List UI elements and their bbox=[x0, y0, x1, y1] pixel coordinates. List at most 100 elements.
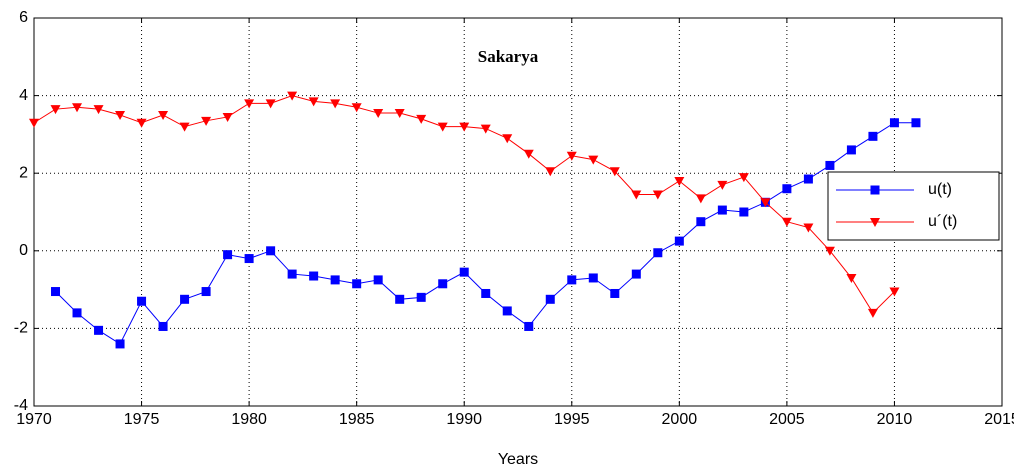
marker bbox=[696, 217, 706, 227]
marker bbox=[739, 207, 749, 217]
marker bbox=[695, 194, 706, 204]
marker bbox=[373, 275, 383, 285]
y-tick-label: -4 bbox=[14, 397, 28, 414]
marker bbox=[244, 254, 254, 264]
x-tick-label: 1990 bbox=[446, 411, 482, 428]
y-tick-label: -2 bbox=[14, 320, 28, 337]
marker bbox=[782, 184, 792, 194]
y-tick-label: 0 bbox=[19, 242, 28, 259]
marker bbox=[308, 97, 319, 107]
marker bbox=[653, 248, 663, 258]
y-tick-label: 4 bbox=[19, 87, 28, 104]
marker bbox=[760, 198, 771, 208]
marker bbox=[222, 112, 233, 122]
marker bbox=[609, 167, 620, 177]
marker bbox=[480, 124, 491, 134]
marker bbox=[93, 105, 104, 115]
marker bbox=[29, 118, 39, 128]
marker bbox=[567, 275, 577, 285]
marker bbox=[803, 174, 813, 184]
marker bbox=[738, 173, 749, 183]
marker bbox=[674, 236, 684, 246]
marker bbox=[867, 308, 878, 318]
marker bbox=[481, 288, 491, 298]
marker bbox=[136, 118, 147, 128]
marker bbox=[244, 99, 255, 109]
x-tick-label: 2005 bbox=[769, 411, 805, 428]
y-tick-label: 6 bbox=[19, 9, 28, 26]
marker bbox=[566, 151, 577, 161]
marker bbox=[179, 122, 190, 132]
marker bbox=[158, 321, 168, 331]
x-tick-label: 2015 bbox=[984, 411, 1014, 428]
chart-title: Sakarya bbox=[478, 47, 539, 66]
legend-box bbox=[827, 171, 1000, 241]
marker bbox=[803, 223, 814, 233]
marker bbox=[351, 103, 362, 113]
marker bbox=[352, 279, 362, 289]
marker bbox=[438, 279, 448, 289]
marker bbox=[652, 190, 663, 200]
marker bbox=[201, 287, 211, 297]
x-tick-label: 1995 bbox=[554, 411, 590, 428]
marker bbox=[50, 105, 61, 115]
marker bbox=[309, 271, 319, 281]
marker bbox=[502, 134, 513, 144]
x-tick-label: 1980 bbox=[231, 411, 267, 428]
marker bbox=[524, 321, 534, 331]
marker bbox=[674, 176, 685, 186]
marker bbox=[180, 294, 190, 304]
y-tick-label: 2 bbox=[19, 164, 28, 181]
marker bbox=[868, 131, 878, 141]
marker bbox=[610, 288, 620, 298]
x-axis-label: Years bbox=[498, 451, 538, 468]
marker bbox=[266, 246, 276, 256]
marker bbox=[631, 269, 641, 279]
marker bbox=[911, 118, 921, 128]
marker bbox=[137, 296, 147, 306]
marker bbox=[51, 287, 61, 297]
x-tick-label: 1975 bbox=[124, 411, 160, 428]
marker bbox=[502, 306, 512, 316]
marker bbox=[870, 218, 880, 227]
marker bbox=[416, 114, 427, 124]
marker bbox=[631, 190, 642, 200]
marker bbox=[824, 246, 835, 256]
marker bbox=[846, 145, 856, 155]
axes-box bbox=[33, 17, 1003, 407]
marker bbox=[287, 91, 298, 101]
marker bbox=[394, 109, 405, 119]
legend: u(t) u´(t) bbox=[827, 171, 1000, 241]
marker bbox=[72, 103, 83, 113]
legend-label: u´(t) bbox=[928, 213, 957, 230]
marker bbox=[115, 111, 126, 120]
marker bbox=[870, 185, 880, 195]
x-tick-label: 1970 bbox=[16, 411, 52, 428]
x-tick-label: 2000 bbox=[662, 411, 698, 428]
marker bbox=[287, 269, 297, 279]
marker bbox=[889, 287, 900, 297]
marker bbox=[588, 273, 598, 283]
marker bbox=[330, 99, 341, 109]
marker bbox=[201, 116, 212, 126]
marker bbox=[717, 205, 727, 215]
marker bbox=[72, 308, 82, 318]
marker bbox=[416, 292, 426, 302]
marker bbox=[459, 122, 470, 132]
legend-label: u(t) bbox=[928, 181, 952, 198]
marker bbox=[94, 325, 104, 335]
marker bbox=[846, 273, 857, 283]
x-tick-label: 1985 bbox=[339, 411, 375, 428]
marker bbox=[373, 109, 384, 119]
marker bbox=[545, 167, 556, 177]
marker bbox=[158, 111, 169, 120]
marker bbox=[265, 99, 276, 109]
marker bbox=[459, 267, 469, 277]
marker bbox=[825, 160, 835, 170]
marker bbox=[223, 250, 233, 260]
marker bbox=[588, 155, 599, 165]
marker bbox=[437, 122, 448, 132]
marker bbox=[545, 294, 555, 304]
marker bbox=[395, 294, 405, 304]
